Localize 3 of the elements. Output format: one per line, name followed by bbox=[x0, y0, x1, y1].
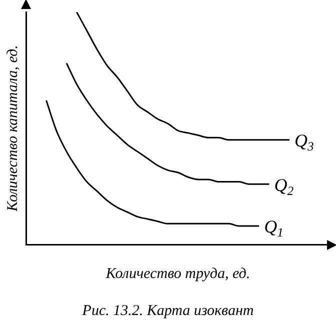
x-axis-title: Количество труда, ед. bbox=[104, 266, 250, 282]
text: Рис. 13.2. Карта изоквант bbox=[81, 302, 254, 319]
y-axis-title: Количество капитала, ед. bbox=[4, 45, 21, 212]
